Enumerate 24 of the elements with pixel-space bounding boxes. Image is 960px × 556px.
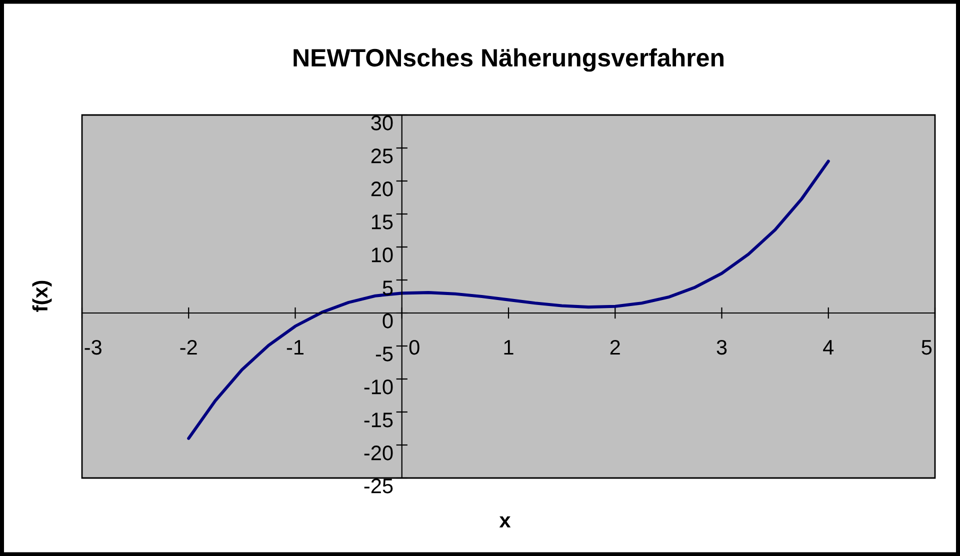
y-tick-label: 30 [371,116,393,130]
y-tick-label: -20 [364,446,393,460]
y-tick-label: -5 [376,346,393,362]
y-tick-label: 25 [371,148,393,164]
x-axis-title: x [499,516,511,528]
y-axis-title: f(x) [32,280,52,312]
y-tick-label: -15 [364,412,393,428]
y-tick-label: -25 [364,478,393,494]
y-tick-label: 5 [382,280,393,296]
x-tick-label: -2 [180,340,197,354]
y-tick-label: 15 [372,214,393,230]
x-tick-label: 3 [716,340,727,355]
x-tick-label: -3 [84,340,102,355]
x-tick-label: 2 [610,340,620,354]
x-tick-label: 5 [922,340,932,355]
x-tick-label: 1 [504,340,514,354]
x-tick-label: 4 [823,340,834,354]
x-tick-label: -1 [286,340,304,354]
chart-title: NEWTONsches Näherungsverfahren [294,48,724,72]
y-tick-label: 0 [382,314,393,328]
y-tick-label: 10 [372,248,393,262]
x-tick-label: 0 [409,340,420,355]
y-tick-label: -10 [364,380,393,394]
y-tick-label: 20 [371,182,393,196]
